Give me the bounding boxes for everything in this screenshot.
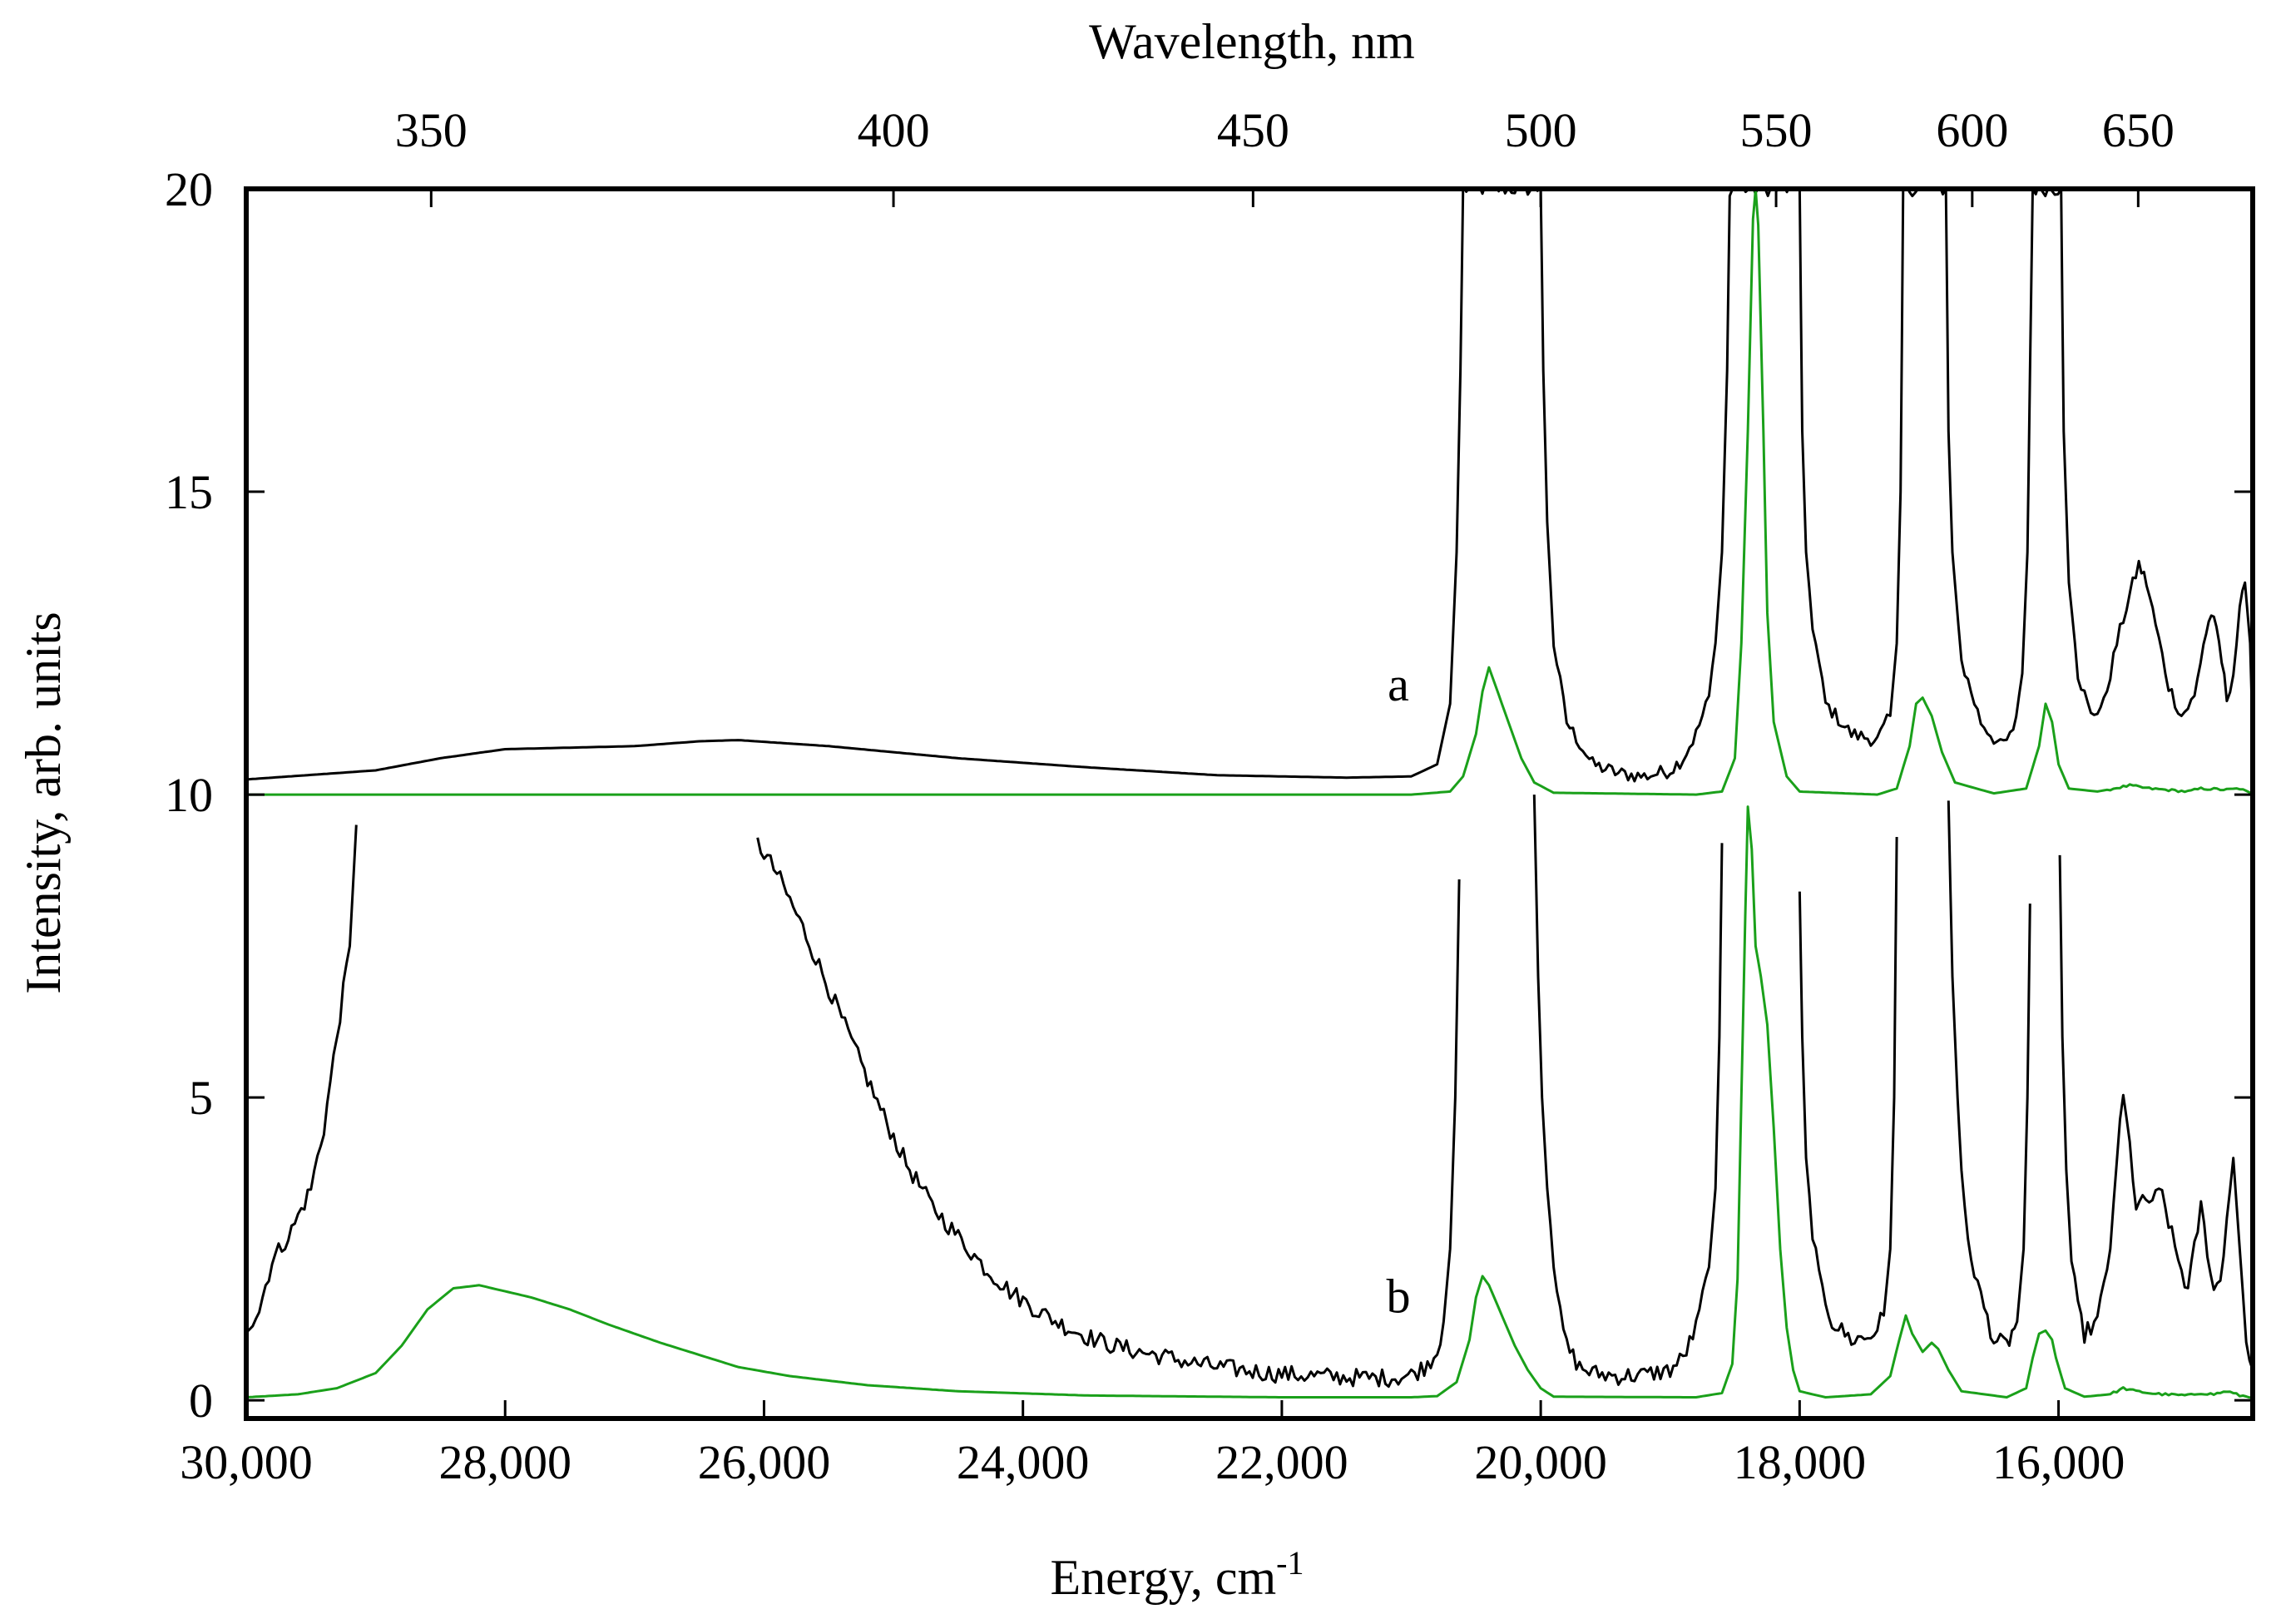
bottom-axis-title-text: Energy, cm [1051, 1550, 1277, 1605]
top-tick-label: 400 [858, 103, 930, 157]
y-tick-label: 20 [165, 162, 213, 216]
series-line-0-0 [246, 189, 2253, 783]
y-tick-label: 0 [189, 1374, 213, 1428]
x-tick-label: 26,000 [698, 1435, 831, 1489]
top-tick-label: 600 [1936, 103, 2008, 157]
left-axis-title: Intensity, arb. units [16, 611, 71, 993]
series-line-3-0 [246, 805, 2253, 1399]
bottom-axis-title: Energy, cm-1 [1051, 1544, 1304, 1605]
top-tick-label: 550 [1740, 103, 1813, 157]
plot-frame [244, 186, 2255, 1421]
top-tick-label: 500 [1505, 103, 1577, 157]
top-tick-label: 450 [1217, 103, 1289, 157]
ticks [245, 187, 2253, 1419]
series-line-1-0 [246, 189, 2253, 796]
top-axis-title: Wavelength, nm [1089, 14, 1415, 69]
curves [246, 189, 2253, 1399]
series-line-2-0 [246, 824, 358, 1334]
series-line-2-3 [1798, 836, 1898, 1346]
x-tick-label: 30,000 [180, 1435, 313, 1489]
tick-labels: 30,000 28,000 26,000 24,000 22,000 20,000 18,0… [165, 103, 2175, 1489]
curve-label-a: a [1388, 657, 1409, 711]
x-tick-label: 18,000 [1734, 1435, 1867, 1489]
y-tick-label: 5 [189, 1071, 213, 1125]
series-line-2-1 [756, 837, 1461, 1389]
curve-label-b: b [1386, 1269, 1410, 1323]
x-tick-label: 22,000 [1215, 1435, 1348, 1489]
top-tick-label: 350 [395, 103, 468, 157]
x-tick-label: 16,000 [1992, 1435, 2125, 1489]
bottom-axis-title-superscript: -1 [1276, 1544, 1304, 1582]
y-tick-label: 10 [165, 768, 213, 822]
x-tick-label: 28,000 [438, 1435, 571, 1489]
x-tick-label: 24,000 [957, 1435, 1090, 1489]
x-tick-label: 20,000 [1474, 1435, 1607, 1489]
y-tick-label: 15 [165, 465, 213, 519]
top-tick-label: 650 [2102, 103, 2175, 157]
series-line-2-2 [1532, 795, 1724, 1386]
series-line-2-4 [1947, 800, 2031, 1347]
series-line-2-5 [2058, 854, 2253, 1371]
